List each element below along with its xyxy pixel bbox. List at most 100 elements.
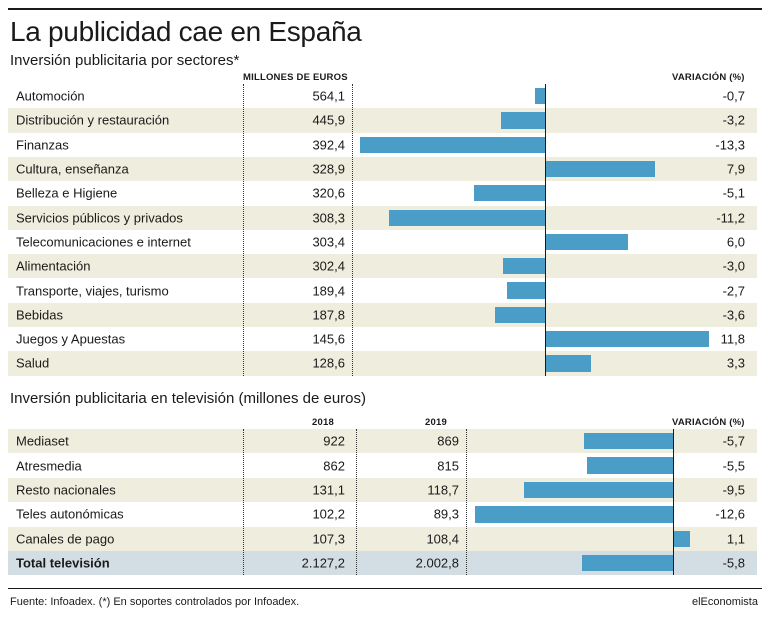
sector-label: Cultura, enseñanza — [16, 161, 129, 177]
sector-row: Servicios públicos y privados 308,3 -11,2 — [8, 205, 757, 230]
tv-label: Teles autonómicas — [16, 506, 124, 522]
sector-row: Finanzas 392,4 -13,3 — [8, 133, 757, 157]
sector-change: 11,8 — [720, 331, 745, 347]
sector-change-bar — [503, 258, 545, 275]
tv-change: 1,1 — [726, 531, 745, 547]
sector-change-bar — [535, 88, 545, 105]
sector-row: Belleza e Higiene 320,6 -5,1 — [8, 181, 757, 205]
tv-change-bar — [583, 433, 673, 450]
sector-label: Finanzas — [16, 137, 69, 153]
sector-row: Bebidas 187,8 -3,6 — [8, 302, 757, 327]
tv-row: Canales de pago 107,3 108,4 1,1 — [8, 526, 757, 551]
sector-change-bar — [389, 209, 545, 226]
sectors-divider-2 — [352, 84, 353, 376]
sector-change: 6,0 — [726, 234, 745, 250]
sector-change-bar — [545, 233, 629, 251]
bottom-rule — [8, 588, 762, 589]
sector-value: 328,9 — [312, 161, 345, 177]
tv-value-2018: 862 — [323, 458, 345, 474]
sectors-zero-axis — [545, 84, 546, 376]
brand-name: elEconomista — [691, 596, 758, 608]
tv-change-header: VARIACIÓN (%) — [672, 417, 745, 428]
sector-value: 128,6 — [312, 355, 345, 371]
tv-row: Teles autonómicas 102,2 89,3 -12,6 — [8, 502, 757, 526]
tv-divider-1 — [243, 429, 244, 576]
tv-change-bar — [475, 506, 673, 523]
sector-change-bar — [545, 331, 710, 348]
sector-change: -3,6 — [722, 307, 745, 323]
tv-label: Atresmedia — [16, 458, 82, 474]
sector-change-bar — [545, 160, 655, 178]
sector-label: Transporte, viajes, turismo — [16, 283, 169, 299]
sector-row: Automoción 564,1 -0,7 — [8, 84, 757, 108]
tv-value-2018: 131,1 — [312, 482, 345, 498]
tv-value-2019: 2.002,8 — [415, 555, 459, 571]
tv-value-2018: 107,3 — [312, 531, 345, 547]
sector-row: Distribución y restauración 445,9 -3,2 — [8, 108, 757, 133]
tv-change-bar — [673, 530, 691, 547]
sector-change-bar — [545, 355, 591, 372]
sectors-value-header: MILLONES DE EUROS — [243, 72, 348, 83]
tv-change-bar — [523, 481, 673, 499]
sector-change: -3,2 — [722, 112, 745, 128]
chart-title: La publicidad cae en España — [10, 16, 362, 47]
tv-label: Canales de pago — [16, 531, 115, 547]
tv-2019-header: 2019 — [425, 417, 447, 428]
tv-2018-header: 2018 — [312, 417, 334, 428]
sector-value: 564,1 — [312, 88, 345, 104]
source-note: Fuente: Infoadex. (*) En soportes contro… — [10, 596, 300, 608]
tv-label: Mediaset — [16, 433, 69, 449]
tv-value-2019: 89,3 — [433, 506, 459, 522]
sector-label: Belleza e Higiene — [16, 185, 118, 201]
sector-value: 303,4 — [312, 234, 345, 250]
sector-change: -3,0 — [722, 258, 745, 274]
tv-value-2018: 102,2 — [312, 506, 345, 522]
sector-row: Telecomunicaciones e internet 303,4 6,0 — [8, 230, 757, 254]
sector-row: Transporte, viajes, turismo 189,4 -2,7 — [8, 278, 757, 302]
sector-change: -13,3 — [715, 137, 745, 153]
tv-divider-2 — [356, 429, 357, 576]
sector-value: 320,6 — [312, 185, 345, 201]
sector-change-bar — [494, 306, 545, 323]
sector-label: Telecomunicaciones e internet — [16, 234, 191, 250]
sector-change: -11,2 — [716, 210, 745, 226]
tv-value-2018: 922 — [323, 433, 345, 449]
sector-change-bar — [474, 185, 545, 202]
tv-change-bar — [586, 457, 673, 474]
sector-change: -5,1 — [722, 185, 745, 201]
tv-value-2019: 815 — [437, 458, 459, 474]
tv-change: -5,7 — [722, 433, 745, 449]
tv-divider-3 — [466, 429, 467, 576]
sectors-subtitle: Inversión publicitaria por sectores* — [10, 52, 240, 69]
tv-total-label: Total televisión — [16, 555, 110, 571]
sector-change-bar — [500, 112, 545, 129]
tv-change: -5,5 — [722, 458, 745, 474]
sector-value: 392,4 — [312, 137, 345, 153]
sector-row: Salud 128,6 3,3 — [8, 351, 757, 376]
sector-change: 7,9 — [726, 161, 745, 177]
sector-label: Juegos y Apuestas — [16, 331, 126, 347]
sector-value: 308,3 — [312, 210, 345, 226]
sectors-change-header: VARIACIÓN (%) — [672, 72, 745, 83]
sector-label: Automoción — [16, 88, 85, 104]
sectors-divider-1 — [243, 84, 244, 376]
tv-change: -12,6 — [715, 506, 745, 522]
sector-change: -0,7 — [722, 88, 745, 104]
tv-zero-axis — [673, 429, 674, 576]
tv-value-2019: 118,7 — [427, 482, 459, 498]
tv-change: -5,8 — [722, 555, 745, 571]
sector-row: Alimentación 302,4 -3,0 — [8, 254, 757, 279]
sector-label: Servicios públicos y privados — [16, 210, 183, 226]
sector-change-bar — [507, 282, 545, 299]
sector-label: Salud — [16, 355, 50, 371]
sector-value: 189,4 — [312, 283, 345, 299]
tv-change-bar — [581, 555, 673, 572]
tv-value-2019: 108,4 — [426, 531, 459, 547]
tv-label: Resto nacionales — [16, 482, 116, 498]
sector-value: 445,9 — [312, 112, 345, 128]
sector-label: Bebidas — [16, 307, 63, 323]
sector-label: Alimentación — [16, 258, 91, 274]
sector-value: 187,8 — [312, 307, 345, 323]
tv-subtitle: Inversión publicitaria en televisión (mi… — [10, 390, 367, 407]
sector-change-bar — [360, 136, 545, 153]
